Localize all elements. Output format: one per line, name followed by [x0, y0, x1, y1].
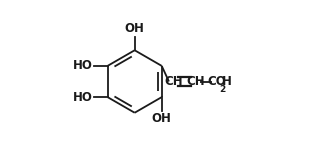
Text: CH: CH [186, 75, 205, 88]
Text: OH: OH [125, 22, 145, 35]
Text: H: H [222, 75, 231, 88]
Text: 2: 2 [219, 85, 225, 94]
Text: HO: HO [72, 91, 92, 104]
Text: CH: CH [164, 75, 183, 88]
Text: OH: OH [152, 112, 172, 125]
Text: HO: HO [72, 59, 92, 72]
Text: CO: CO [208, 75, 226, 88]
